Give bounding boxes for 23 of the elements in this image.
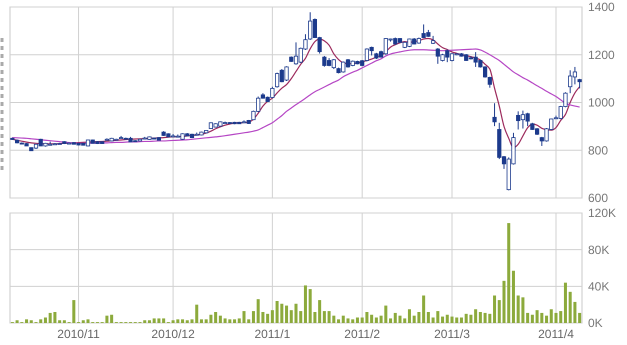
- y-tick-label: 80K: [588, 242, 610, 257]
- bar: [242, 311, 246, 323]
- x-tick-label: 2010/12: [151, 327, 196, 341]
- x-tick-label: 2011/4: [538, 327, 574, 341]
- x-tick-label: 2010/11: [57, 327, 100, 341]
- y-tick-label: 600: [588, 191, 608, 206]
- x-tick-label: 2011/2: [344, 327, 380, 341]
- bar: [86, 319, 90, 323]
- bar: [450, 316, 454, 323]
- bar: [398, 316, 402, 323]
- bar: [294, 304, 298, 323]
- y-tick-label: 800: [588, 143, 608, 158]
- candlestick: [492, 102, 497, 127]
- y-tick-label: 120K: [588, 206, 616, 220]
- y-tick-label: 1400: [588, 0, 616, 14]
- y-tick-label: 40K: [588, 280, 610, 294]
- bar: [554, 312, 558, 323]
- x-tick-label: 2011/3: [434, 327, 470, 341]
- y-tick-label: 1000: [588, 96, 616, 110]
- x-tick-label: 2011/1: [254, 327, 291, 341]
- y-tick-label: 1200: [588, 48, 616, 62]
- y-tick-label: 0K: [588, 316, 603, 330]
- bar: [346, 318, 350, 323]
